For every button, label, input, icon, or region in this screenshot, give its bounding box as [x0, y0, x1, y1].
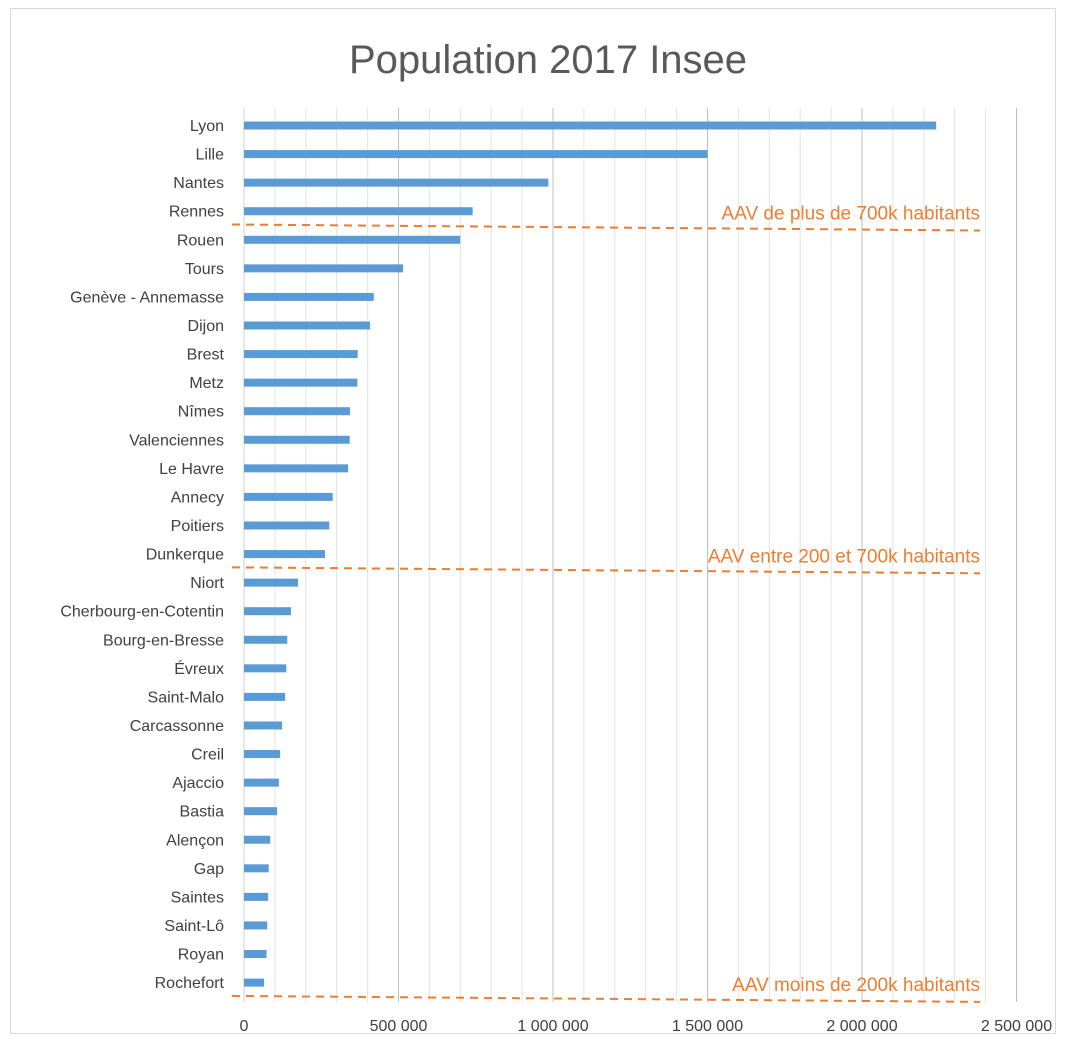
- bar-lille: [244, 150, 708, 159]
- category-label-rennes: Rennes: [169, 204, 224, 221]
- x-tick-label: 500 000: [370, 1018, 428, 1035]
- threshold-line-3: [231, 994, 981, 1003]
- threshold-line-2: [231, 566, 981, 575]
- category-label-lyon: Lyon: [190, 118, 224, 135]
- bar-annecy: [244, 492, 333, 501]
- bar-dunkerque: [244, 550, 325, 559]
- category-label-lille: Lille: [196, 147, 225, 164]
- bar-rochefort: [244, 978, 265, 987]
- bars: [244, 121, 937, 987]
- bar-saintes: [244, 892, 269, 901]
- bar-geneve-annemasse: [244, 292, 374, 301]
- bar-le-havre: [244, 464, 349, 473]
- bar-bastia: [244, 807, 278, 816]
- threshold-line-1: [231, 223, 981, 232]
- category-label-valenciennes: Valenciennes: [129, 432, 224, 449]
- category-label-evreux: Évreux: [174, 659, 224, 678]
- category-label-cherbourg-en-cotentin: Cherbourg-en-Cotentin: [60, 604, 224, 621]
- category-label-bastia: Bastia: [180, 804, 225, 821]
- x-tick-label: 1 000 000: [517, 1018, 588, 1035]
- category-label-brest: Brest: [187, 347, 225, 364]
- category-labels: Lyon Lille Nantes Rennes Rouen Tours Genève - …: [60, 118, 224, 992]
- category-label-le-havre: Le Havre: [159, 461, 224, 478]
- bar-lyon: [244, 121, 937, 130]
- bar-brest: [244, 350, 358, 359]
- category-label-gap: Gap: [194, 861, 224, 878]
- threshold-annotations: AAV de plus de 700k habitants AAV entre 2…: [231, 203, 981, 1003]
- bar-rennes: [244, 207, 473, 216]
- bar-dijon: [244, 321, 371, 330]
- category-label-poitiers: Poitiers: [171, 518, 224, 535]
- category-label-saint-lo: Saint-Lô: [164, 918, 224, 935]
- category-label-nimes: Nîmes: [178, 404, 224, 421]
- category-label-rochefort: Rochefort: [155, 975, 225, 992]
- x-tick-label: 2 000 000: [826, 1018, 897, 1035]
- threshold-label-1: AAV de plus de 700k habitants: [722, 203, 980, 224]
- category-label-metz: Metz: [189, 375, 224, 392]
- category-label-tours: Tours: [185, 261, 224, 278]
- category-label-ajaccio: Ajaccio: [172, 775, 224, 792]
- threshold-label-2: AAV entre 200 et 700k habitants: [708, 546, 980, 567]
- category-label-nantes: Nantes: [173, 175, 224, 192]
- x-tick-label: 0: [240, 1018, 249, 1035]
- bar-nimes: [244, 407, 350, 416]
- category-label-carcassonne: Carcassonne: [130, 718, 224, 735]
- bar-tours: [244, 264, 404, 273]
- x-tick-label: 2 500 000: [981, 1018, 1052, 1035]
- category-label-dijon: Dijon: [188, 318, 224, 335]
- bar-gap: [244, 864, 269, 873]
- x-tick-label: 1 500 000: [672, 1018, 743, 1035]
- bar-alencon: [244, 835, 271, 844]
- bar-royan: [244, 950, 267, 959]
- category-label-annecy: Annecy: [171, 489, 224, 506]
- category-label-alencon: Alençon: [166, 832, 224, 849]
- category-label-royan: Royan: [178, 947, 224, 964]
- bar-creil: [244, 750, 281, 759]
- bar-valenciennes: [244, 435, 350, 444]
- bar-poitiers: [244, 521, 330, 530]
- bar-saint-lo: [244, 921, 268, 930]
- category-label-geneve-annemasse: Genève - Annemasse: [70, 289, 224, 306]
- bar-nantes: [244, 178, 549, 187]
- category-label-dunkerque: Dunkerque: [146, 547, 224, 564]
- bar-niort: [244, 578, 299, 587]
- category-label-saint-malo: Saint-Malo: [148, 689, 225, 706]
- category-label-bourg-en-bresse: Bourg-en-Bresse: [103, 632, 224, 649]
- category-label-saintes: Saintes: [171, 889, 224, 906]
- bar-cherbourg-en-cotentin: [244, 607, 291, 616]
- category-label-rouen: Rouen: [177, 232, 224, 249]
- bar-carcassonne: [244, 721, 283, 730]
- category-label-niort: Niort: [190, 575, 224, 592]
- chart-frame: [10, 8, 1056, 1034]
- threshold-label-3: AAV moins de 200k habitants: [732, 975, 980, 996]
- chart-title: Population 2017 Insee: [349, 38, 747, 82]
- bar-ajaccio: [244, 778, 279, 787]
- bar-rouen: [244, 235, 461, 244]
- gridlines: [243, 108, 1017, 1002]
- bar-bourg-en-bresse: [244, 635, 288, 644]
- bar-saint-malo: [244, 692, 286, 701]
- bar-metz: [244, 378, 358, 387]
- x-axis-tick-labels: 0 500 000 1 000 000 1 500 000 2 000 000 2 500…: [240, 1018, 1053, 1035]
- category-label-creil: Creil: [191, 747, 224, 764]
- bar-evreux: [244, 664, 287, 673]
